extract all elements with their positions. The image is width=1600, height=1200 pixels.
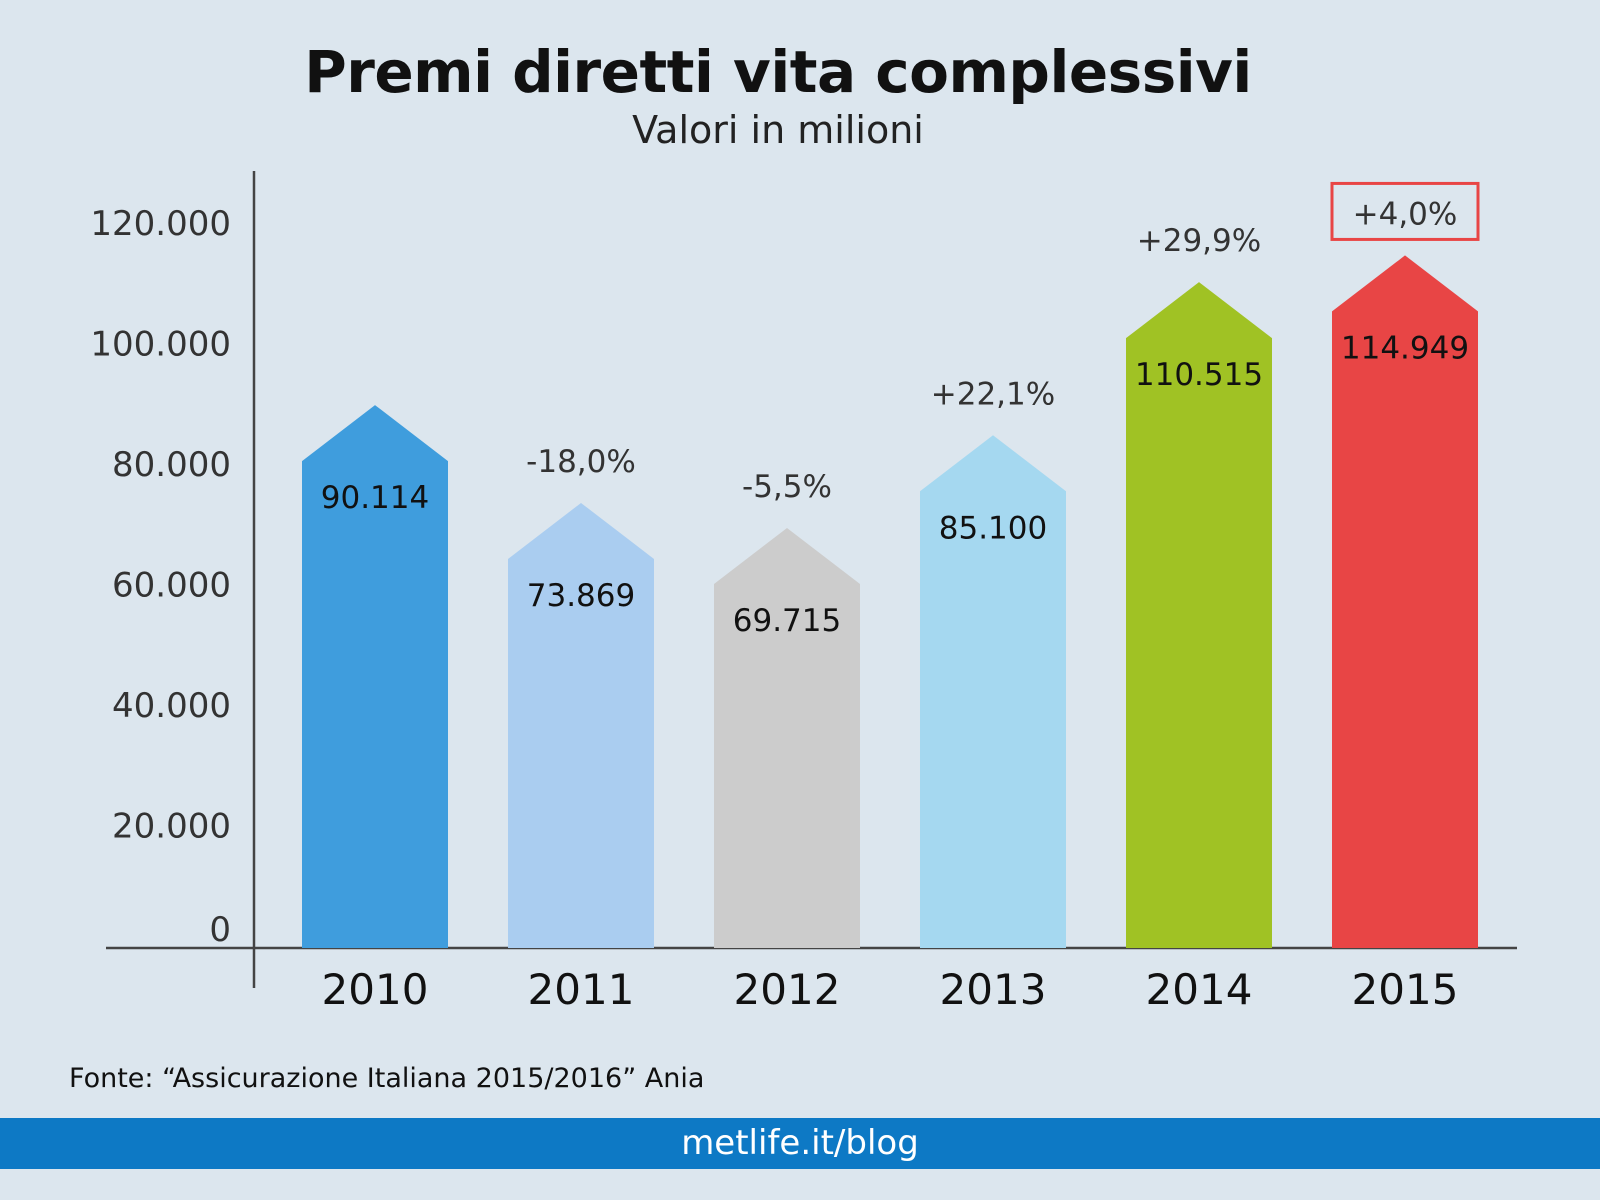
y-tick-label: 60.000 [112, 566, 231, 606]
bar-2013 [920, 435, 1066, 949]
change-label: -5,5% [742, 469, 832, 505]
change-label: +4,0% [1353, 196, 1458, 232]
x-tick-label: 2010 [322, 965, 429, 1014]
x-tick-label: 2013 [940, 965, 1047, 1014]
bar-value-label: 114.949 [1341, 330, 1469, 366]
y-tick-label: 40.000 [112, 686, 231, 726]
x-tick-label: 2012 [734, 965, 841, 1014]
y-tick-label: 20.000 [112, 807, 231, 847]
source-note: Fonte: “Assicurazione Italiana 2015/2016… [69, 1063, 705, 1094]
x-tick-label: 2014 [1146, 965, 1253, 1014]
page-title: Premi diretti vita complessivi [304, 38, 1252, 106]
y-tick-label: 0 [209, 910, 231, 950]
page-subtitle: Valori in milioni [632, 108, 924, 152]
bar-value-label: 110.515 [1135, 357, 1263, 393]
bar-value-label: 73.869 [527, 578, 635, 614]
bar-value-label: 85.100 [939, 510, 1047, 546]
y-tick-label: 100.000 [90, 325, 231, 365]
bar-2012 [714, 527, 860, 948]
bar-value-label: 69.715 [733, 603, 841, 639]
y-tick-label: 120.000 [90, 204, 231, 244]
bar-2014 [1126, 282, 1272, 949]
change-label: +22,1% [931, 376, 1055, 412]
bar-2011 [508, 502, 654, 948]
footer-bar[interactable]: metlife.it/blog [0, 1118, 1600, 1169]
bar-2010 [302, 405, 448, 949]
bar-2015 [1332, 255, 1478, 949]
change-label: +29,9% [1137, 223, 1261, 259]
bar-chart: 0 20.000 40.000 60.000 80.000 100.000 120.000 9… [90, 171, 1517, 1014]
y-tick-label: 80.000 [112, 445, 231, 485]
highlight-box [1330, 181, 1480, 241]
x-tick-label: 2015 [1352, 965, 1459, 1014]
x-tick-label: 2011 [528, 965, 635, 1014]
change-label: -18,0% [526, 444, 636, 480]
bar-value-label: 90.114 [321, 480, 429, 516]
